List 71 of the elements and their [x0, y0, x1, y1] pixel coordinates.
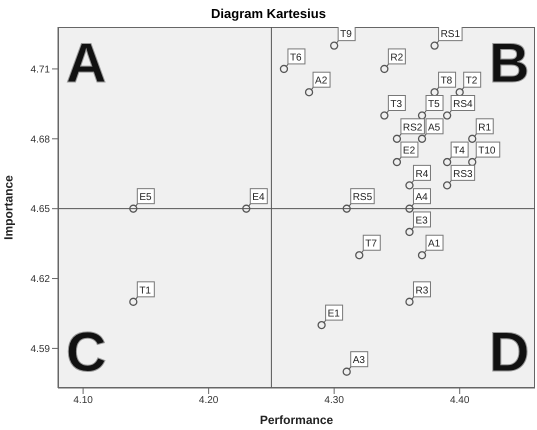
- data-label: A2: [315, 76, 328, 87]
- data-label: RS4: [453, 99, 474, 110]
- point: [418, 251, 426, 260]
- point: [430, 41, 439, 50]
- data-label: R1: [478, 122, 492, 134]
- data-label: E2: [402, 146, 416, 157]
- data-label: T3: [390, 99, 402, 110]
- point: [418, 111, 426, 120]
- data-label: T5: [428, 99, 440, 110]
- point: [304, 88, 314, 96]
- y-tick-label: 4.62: [30, 274, 50, 286]
- data-label: A4: [415, 192, 428, 204]
- point: [418, 134, 426, 143]
- point: [380, 111, 389, 120]
- x-axis-title: Performance: [260, 413, 334, 427]
- point: [405, 181, 414, 190]
- data-label: R4: [415, 168, 429, 180]
- data-label: R2: [390, 52, 404, 64]
- data-label: RS2: [402, 122, 423, 134]
- point: [392, 134, 402, 143]
- data-label: R3: [415, 285, 429, 296]
- point: [242, 204, 250, 213]
- data-label: E1: [328, 308, 340, 320]
- data-label: T1: [139, 285, 152, 296]
- y-tick-label: 4.65: [30, 204, 50, 216]
- data-label: T9: [340, 29, 352, 40]
- x-tick-label: 4.40: [450, 395, 470, 406]
- data-label: T8: [440, 76, 453, 87]
- y-axis-title: Importance: [1, 174, 16, 240]
- data-label: E5: [139, 192, 152, 204]
- point: [280, 64, 288, 74]
- data-label: T2: [466, 76, 478, 87]
- point: [342, 368, 351, 376]
- x-tick-label: 4.30: [324, 395, 344, 406]
- data-label: RS5: [352, 192, 373, 204]
- point: [129, 204, 138, 213]
- quadrant-letter: A: [66, 35, 106, 91]
- data-label: A5: [428, 122, 441, 134]
- y-tick-label: 4.71: [30, 64, 50, 76]
- data-label: T6: [290, 52, 302, 64]
- data-label: RS3: [453, 168, 474, 180]
- x-tick-label: 4.10: [73, 395, 94, 406]
- data-label: E4: [252, 192, 265, 204]
- point: [442, 181, 452, 190]
- x-tick-label: 4.20: [198, 395, 219, 406]
- data-label: A1: [428, 238, 441, 250]
- data-label: T4: [453, 146, 466, 157]
- data-label: E3: [415, 215, 428, 226]
- point: [380, 64, 389, 74]
- data-label: T7: [365, 238, 378, 250]
- point: [342, 204, 351, 213]
- point: [317, 320, 326, 330]
- data-label: RS1: [440, 29, 460, 40]
- quadrant-letter: D: [489, 324, 530, 380]
- point: [355, 251, 364, 260]
- point: [442, 158, 452, 166]
- point: [468, 134, 476, 143]
- quadrant-letter: C: [66, 324, 106, 380]
- point: [405, 228, 414, 236]
- y-tick-label: 4.68: [30, 134, 50, 146]
- point: [392, 158, 402, 166]
- data-label: T10: [478, 146, 496, 157]
- y-tick-label: 4.59: [30, 344, 50, 355]
- point: [330, 41, 338, 50]
- point: [129, 298, 138, 306]
- chart-title: Diagram Kartesius: [210, 6, 327, 21]
- quadrant-letter: B: [489, 35, 530, 91]
- point: [405, 204, 414, 213]
- data-label: A3: [352, 355, 366, 366]
- point: [405, 298, 414, 306]
- point: [442, 111, 452, 120]
